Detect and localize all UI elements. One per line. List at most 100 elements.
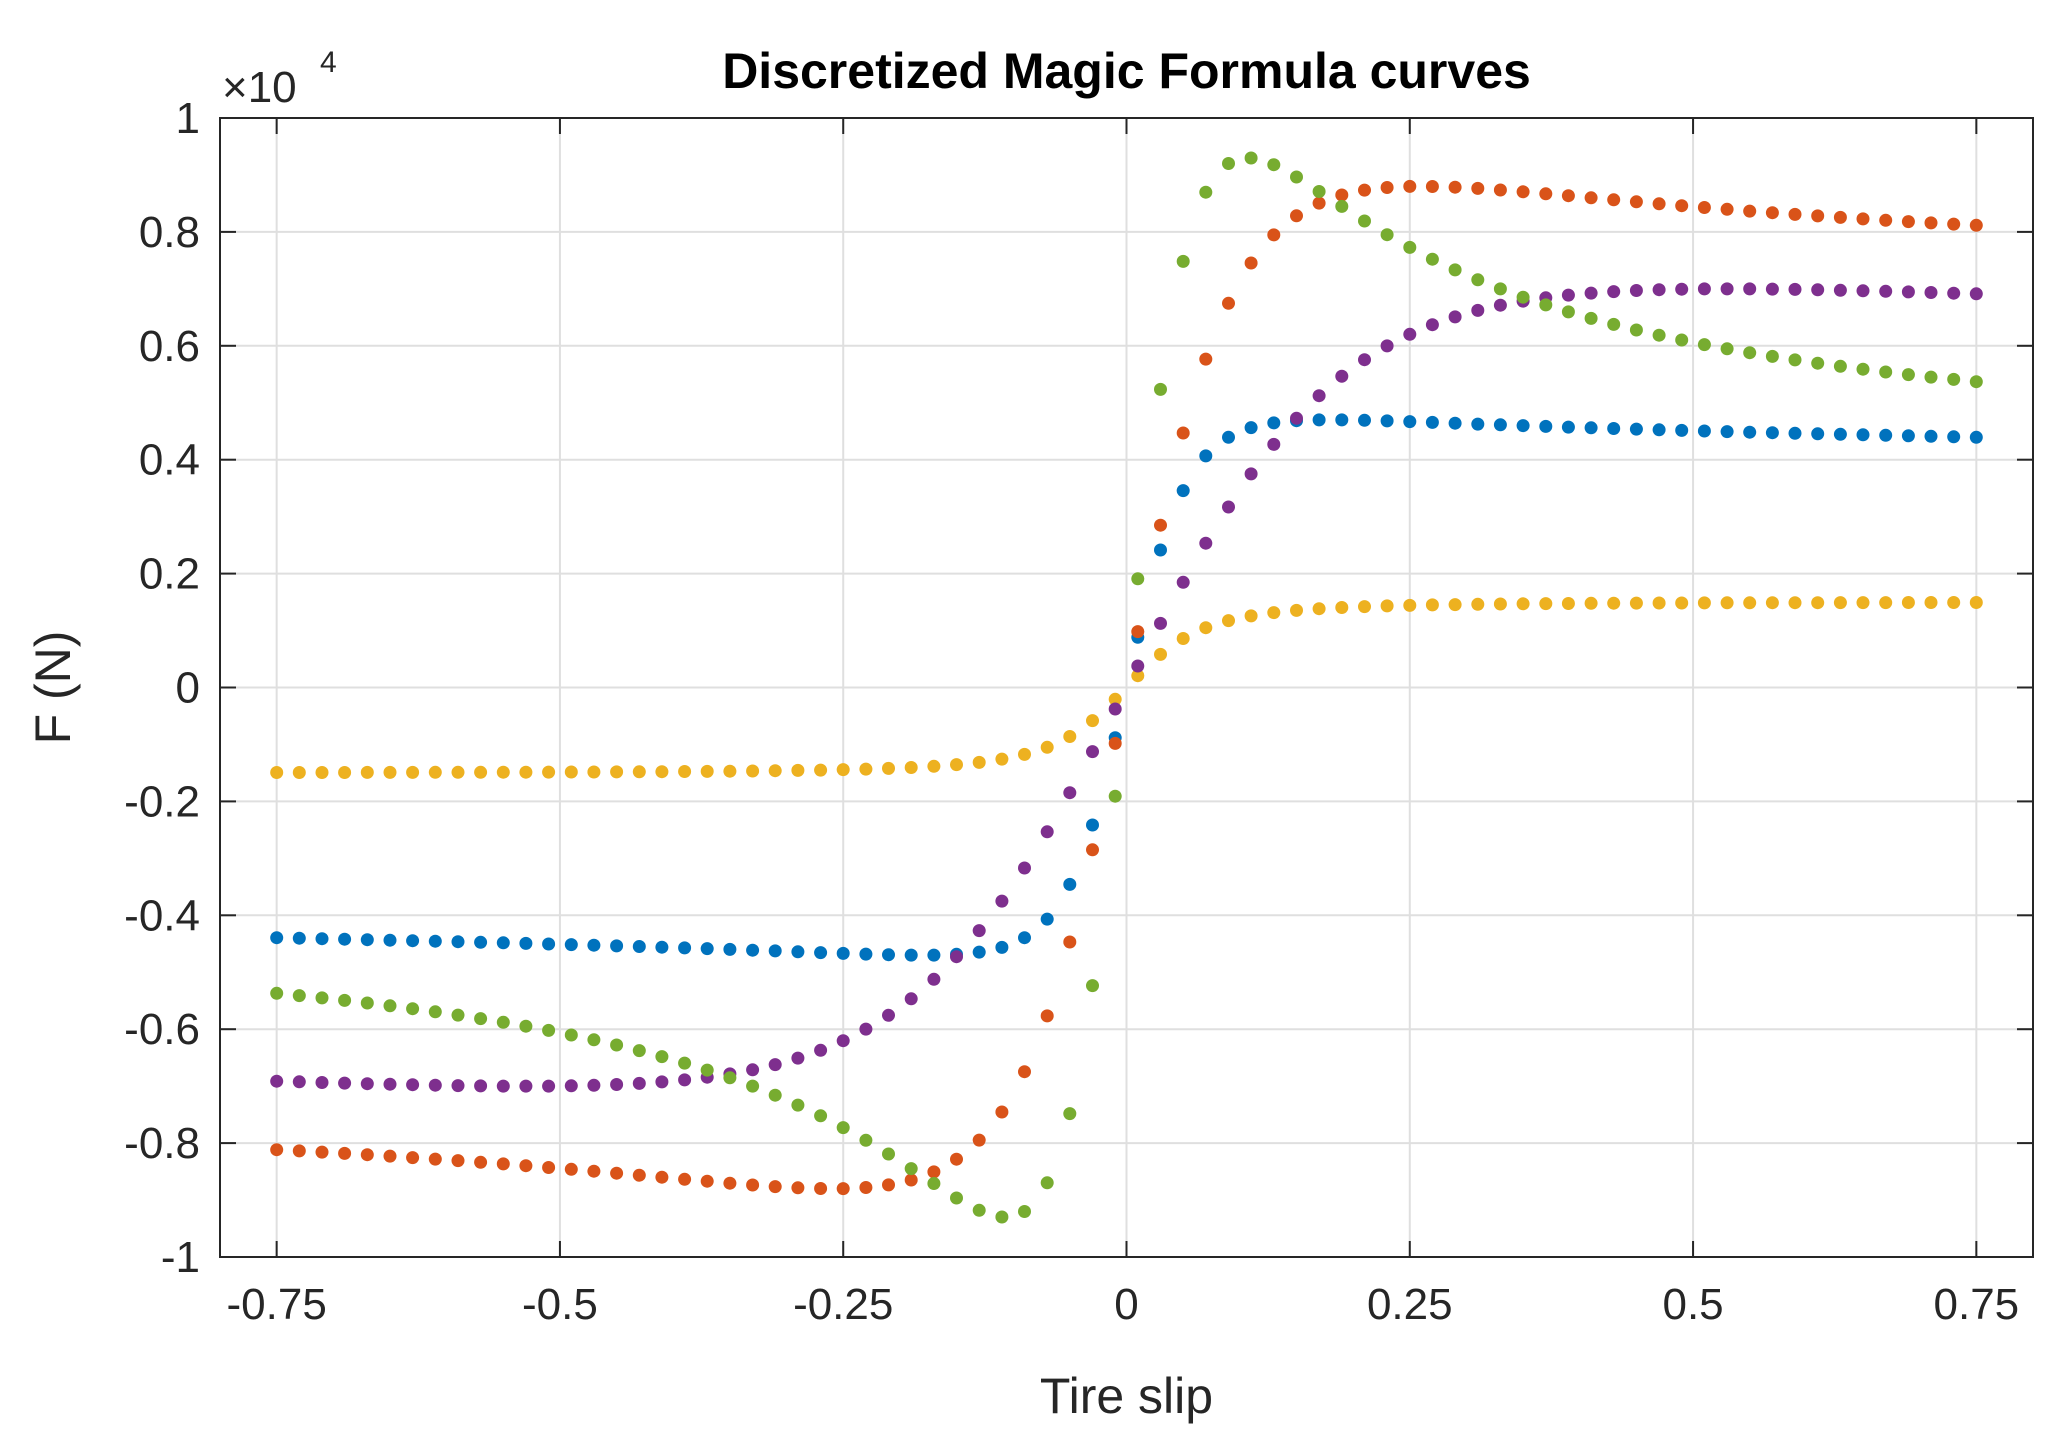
data-point [768,1180,782,1194]
data-point [995,1210,1009,1224]
data-point [1086,843,1099,857]
data-point [927,759,941,773]
data-point [451,1079,465,1093]
data-point [1222,500,1235,514]
data-point [1358,600,1371,614]
data-point [1176,575,1190,589]
data-point [1493,183,1507,197]
data-point [587,1078,601,1092]
data-point [406,1002,420,1016]
data-point [270,766,284,779]
data-point [904,948,918,962]
data-point [632,1076,646,1090]
data-point [768,764,782,778]
data-point [1040,912,1054,926]
data-point [1425,180,1439,193]
chart-title: Discretized Magic Formula curves [722,43,1531,99]
data-point [1811,209,1825,223]
data-point [1176,426,1190,440]
data-point [1765,349,1779,363]
data-point [632,765,646,779]
data-point [406,765,420,779]
data-point [1244,256,1258,270]
data-point [1493,282,1507,296]
data-point [1856,596,1870,610]
data-point [1584,596,1598,610]
data-point [1607,285,1621,299]
data-point [1290,209,1303,223]
data-point [1403,327,1417,341]
data-point [1493,298,1507,312]
series-green [270,151,1983,1224]
data-point [1765,426,1779,440]
data-point [1086,745,1099,759]
data-point [1063,730,1077,743]
data-point [1040,740,1054,754]
data-point [1652,596,1666,610]
data-point [292,1075,306,1089]
data-point [1425,318,1439,332]
data-point [338,1146,352,1160]
data-point [950,950,963,964]
data-point [1267,606,1281,620]
data-point [587,765,601,779]
data-point [1516,419,1530,433]
data-point [904,992,918,1006]
data-point [1335,188,1349,202]
data-point [270,1143,284,1157]
data-point [1969,430,1983,444]
data-point [292,766,306,779]
data-point [270,986,284,1000]
data-point [1131,572,1145,586]
data-point [836,1182,850,1196]
data-point [474,1155,488,1169]
data-point [564,765,578,779]
data-point [1607,193,1621,207]
data-point [1788,207,1802,221]
data-point [1448,180,1462,194]
data-point [1607,317,1621,331]
data-point [1788,426,1802,440]
data-point [1108,736,1122,750]
data-point [1652,423,1666,437]
data-point [995,752,1009,766]
data-point [746,1063,760,1077]
data-point [519,1159,533,1173]
data-point [1018,1065,1031,1079]
data-point [1947,372,1961,386]
data-point [1358,214,1371,228]
data-point [610,1078,624,1091]
data-point [1924,596,1938,609]
data-point [1403,240,1417,254]
data-point [315,932,329,946]
data-point [1108,789,1122,803]
data-point [950,1191,963,1205]
y-tick-label: 0.2 [139,550,200,599]
series-blue [270,413,1983,962]
data-point [1629,596,1643,610]
data-point [678,1056,692,1070]
data-point [972,1133,986,1147]
data-point [270,931,284,945]
data-point [1675,333,1689,347]
data-point [1018,861,1031,875]
data-point [1811,283,1825,297]
data-point [700,942,714,956]
data-point [746,764,760,778]
data-point [1471,417,1485,431]
data-point [700,764,714,778]
data-point [632,940,646,953]
data-point [1765,206,1779,220]
data-point [1947,217,1961,231]
data-point [292,1144,306,1158]
data-point [1108,692,1122,706]
data-point [1131,659,1145,673]
data-point [315,1145,329,1159]
data-point [542,1161,556,1174]
data-point [1425,415,1439,429]
data-point [1743,204,1757,218]
data-point [1199,621,1213,635]
data-point [1471,181,1485,195]
data-point [1561,597,1575,610]
data-point [587,938,601,952]
